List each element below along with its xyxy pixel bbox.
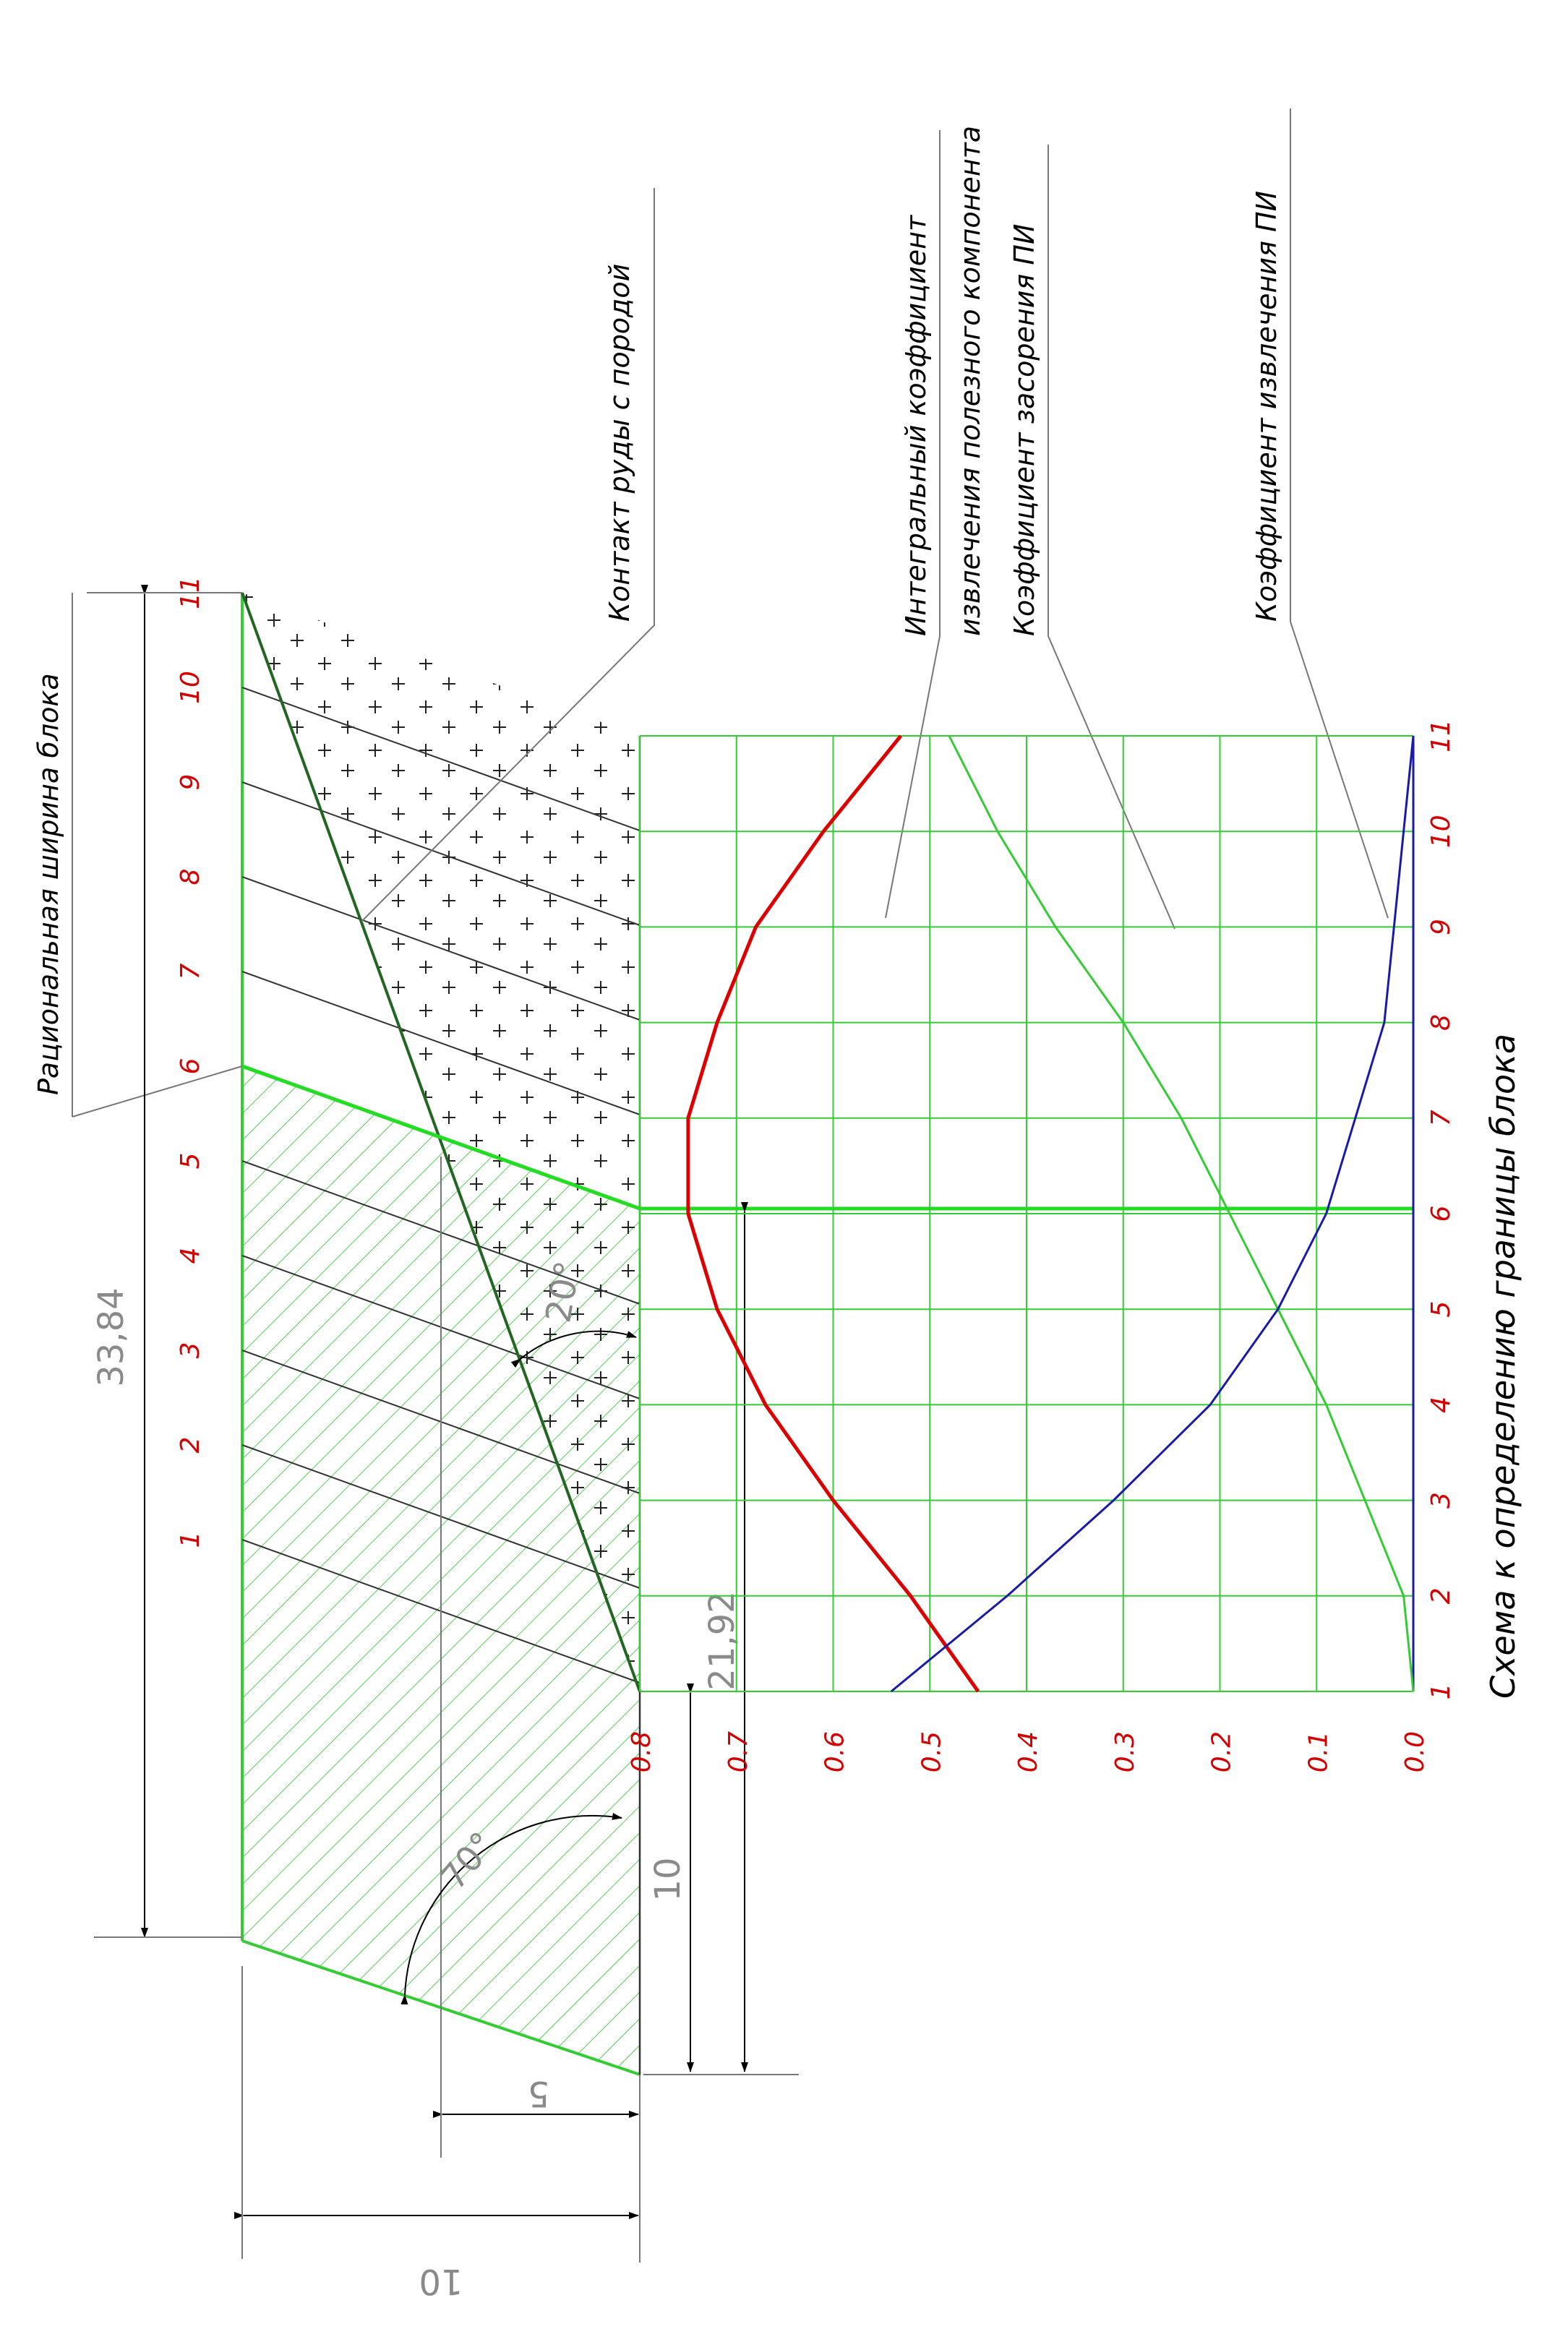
recovery-label: Коэффициент извлечения ПИ: [1251, 191, 1282, 622]
block-number-label: 11: [176, 576, 205, 609]
integral-label-line2: извлечения полезного компонента: [954, 126, 986, 636]
slice-line: [241, 781, 641, 926]
index-tick-label: 1: [1426, 1683, 1456, 1700]
block-number-label: 10: [176, 671, 205, 704]
contact-label: Контакт руды с породой: [604, 264, 635, 622]
block-number-label: 9: [176, 774, 205, 791]
angle-70-arc: [400, 1813, 622, 2005]
index-tick-label: 4: [1426, 1397, 1456, 1413]
block-number-label: 1: [176, 1532, 205, 1548]
dim-10-horiz-text: 10: [419, 2261, 463, 2302]
index-tick-label: 2: [1426, 1587, 1456, 1604]
rational-boundary-line: [241, 1064, 641, 1211]
diagram-caption: Схема к определению границы блока: [1483, 1034, 1522, 1699]
value-tick-label: 0.2: [1207, 1731, 1237, 1772]
series-line-integral: [686, 734, 980, 1693]
value-tick-label: 0.4: [1014, 1731, 1043, 1772]
index-tick-label: 5: [1426, 1301, 1456, 1318]
dim-21-92-text: 21,92: [702, 1591, 742, 1690]
block-number-label: 7: [176, 963, 205, 979]
series-line-recovery: [890, 735, 1415, 1693]
contact-leader: [361, 188, 655, 922]
dim-10-vert-text: 10: [648, 1857, 688, 1901]
integral-label-line1: Интегральный коэффициент: [900, 214, 932, 636]
dilution-leader: [1048, 635, 1175, 930]
block-number-label: 8: [176, 869, 205, 885]
index-tick-label: 11: [1426, 719, 1456, 752]
block-number-label: 5: [176, 1153, 205, 1170]
index-tick-label: 3: [1426, 1492, 1456, 1509]
block-number-label: 4: [176, 1248, 205, 1264]
dim-33-84-text: 33,84: [91, 1287, 132, 1386]
dilution-label: Коэффициент засорения ПИ: [1008, 224, 1040, 636]
series-line-dilution: [948, 735, 1415, 1692]
slice-line: [241, 876, 641, 1021]
value-tick-label: 0.6: [821, 1731, 850, 1772]
integral-leader: [885, 635, 941, 919]
value-tick-label: 0.8: [627, 1731, 656, 1772]
angle-20-arc: [510, 1330, 637, 1368]
index-tick-label: 9: [1426, 919, 1456, 935]
value-tick-label: 0.5: [917, 1731, 946, 1772]
slice-line: [241, 971, 641, 1115]
index-tick-label: 8: [1426, 1014, 1456, 1031]
index-tick-label: 6: [1426, 1206, 1456, 1222]
recovery-leader: [1290, 621, 1389, 919]
block-numbers: 1 2 3 4 5 6 7 8 9 10 11: [176, 576, 205, 1548]
dim-5-text: 5: [528, 2073, 550, 2114]
slice-line: [241, 687, 641, 831]
rational-width-leader: [72, 1065, 243, 1118]
block-number-label: 3: [176, 1342, 205, 1359]
block-number-label: 6: [176, 1058, 205, 1075]
value-tick-label: 0.1: [1303, 1731, 1333, 1772]
rational-width-label: Рациональная ширина блока: [33, 673, 64, 1095]
index-tick-label: 7: [1426, 1110, 1456, 1126]
chart-grid: [639, 735, 1415, 1692]
value-tick-label: 0.3: [1110, 1731, 1140, 1772]
value-tick-label: 0.7: [724, 1731, 753, 1772]
block-number-label: 2: [176, 1437, 205, 1454]
index-tick-label: 10: [1426, 815, 1456, 848]
coefficients-chart: 0.0 0.1 0.2 0.3 0.4 0.5 0.6 0.7 0.8 1 2 3 4 5 6 7 8 9 10 11: [627, 719, 1456, 1772]
ore-rock-contact-line: [241, 592, 641, 1692]
value-tick-label: 0.0: [1400, 1731, 1430, 1772]
